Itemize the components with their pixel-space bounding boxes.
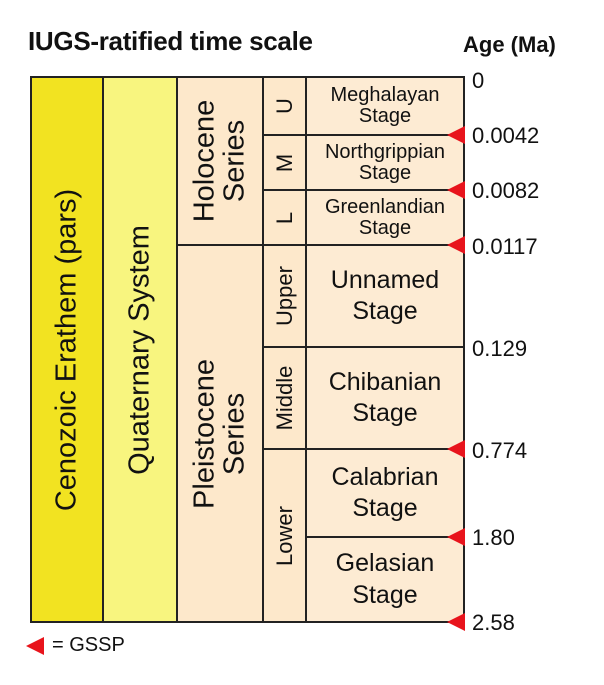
erathem-column: Cenozoic Erathem (pars) — [30, 76, 104, 623]
holocene-series: Holocene Series — [176, 76, 264, 246]
pleistocene-series: Pleistocene Series — [176, 244, 264, 623]
holocene-label: Holocene Series — [188, 99, 251, 223]
stage-chibanian: Chibanian Stage — [305, 346, 465, 450]
subseries-m: M — [262, 134, 307, 191]
age-label: 0.0082 — [472, 178, 540, 203]
gssp-flag-icon — [447, 181, 465, 199]
age-label: 0.774 — [472, 438, 528, 463]
system-column: Quaternary System — [102, 76, 178, 623]
age-label: 0.0117 — [472, 234, 538, 259]
age-label: 1.80 — [472, 525, 515, 550]
pleistocene-label: Pleistocene Series — [188, 358, 251, 509]
stage-northgrippian: Northgrippian Stage — [305, 134, 465, 191]
system-label: Quaternary System — [123, 224, 156, 475]
gssp-flag-icon — [447, 126, 465, 144]
subseries-lower: Lower — [262, 448, 307, 623]
gssp-flag-icon — [447, 236, 465, 254]
stage-meghalayan: Meghalayan Stage — [305, 76, 465, 136]
stage-calabrian: Calabrian Stage — [305, 448, 465, 538]
chart-title: IUGS-ratified time scale — [28, 26, 313, 56]
legend-text: = GSSP — [52, 634, 125, 656]
subseries-upper: Upper — [262, 244, 307, 348]
subseries-middle: Middle — [262, 346, 307, 450]
stage-greenlandian: Greenlandian Stage — [305, 189, 465, 246]
legend: = GSSP — [26, 634, 125, 657]
subseries-l: L — [262, 189, 307, 246]
age-column-title: Age (Ma) — [463, 32, 556, 57]
subseries-u: U — [262, 76, 307, 136]
stage-unnamed: Unnamed Stage — [305, 244, 465, 348]
erathem-label: Cenozoic Erathem (pars) — [50, 188, 83, 511]
gssp-flag-icon — [447, 528, 465, 546]
age-label: 0 — [472, 68, 485, 93]
age-label: 2.58 — [472, 610, 515, 635]
age-label: 0.129 — [472, 336, 528, 361]
gssp-flag-icon — [26, 636, 44, 655]
stage-gelasian: Gelasian Stage — [305, 536, 465, 623]
gssp-flag-icon — [447, 440, 465, 458]
gssp-flag-icon — [447, 613, 465, 631]
age-label: 0.0042 — [472, 123, 540, 148]
